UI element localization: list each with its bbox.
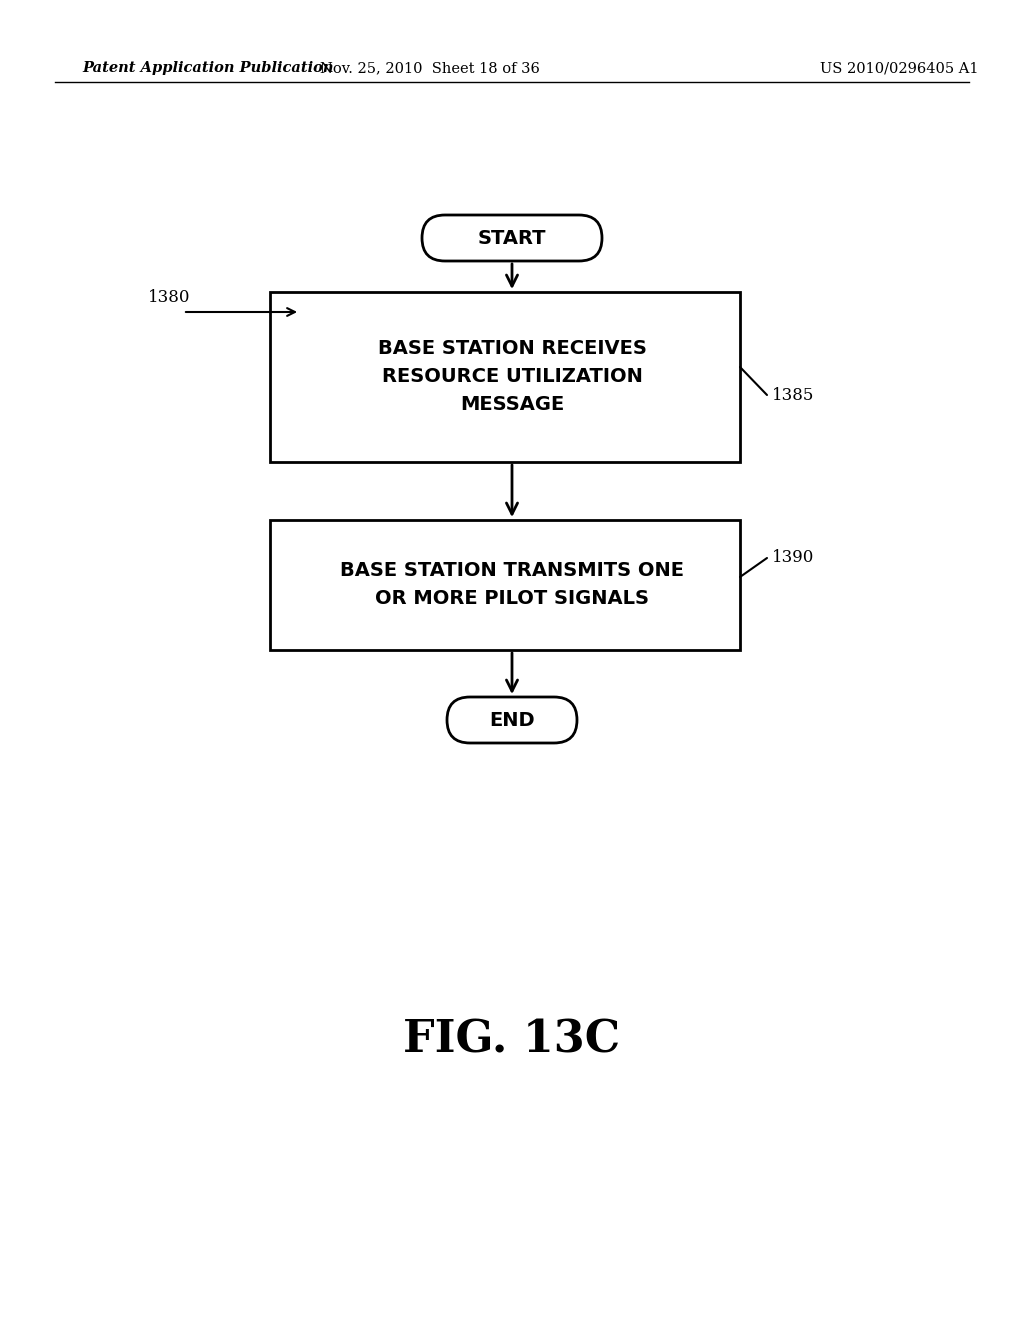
Bar <box>270 292 740 462</box>
Text: END: END <box>489 710 535 730</box>
Text: Patent Application Publication: Patent Application Publication <box>82 61 334 75</box>
Text: 1385: 1385 <box>772 387 814 404</box>
Text: 1390: 1390 <box>772 549 814 566</box>
Text: BASE STATION TRANSMITS ONE
OR MORE PILOT SIGNALS: BASE STATION TRANSMITS ONE OR MORE PILOT… <box>340 561 684 609</box>
Text: FIG. 13C: FIG. 13C <box>403 1019 621 1061</box>
Text: BASE STATION RECEIVES
RESOURCE UTILIZATION
MESSAGE: BASE STATION RECEIVES RESOURCE UTILIZATI… <box>378 339 646 414</box>
FancyBboxPatch shape <box>422 215 602 261</box>
Text: START: START <box>478 228 546 248</box>
Text: Nov. 25, 2010  Sheet 18 of 36: Nov. 25, 2010 Sheet 18 of 36 <box>321 61 540 75</box>
Bar <box>270 520 740 649</box>
Text: US 2010/0296405 A1: US 2010/0296405 A1 <box>820 61 979 75</box>
FancyBboxPatch shape <box>447 697 577 743</box>
Text: 1380: 1380 <box>148 289 190 306</box>
